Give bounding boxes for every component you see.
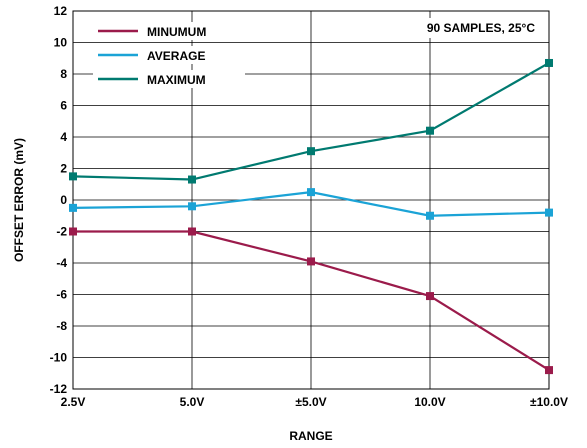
x-tick-label: 10.0V	[414, 395, 445, 409]
chart-annotation: 90 SAMPLES, 25°C	[427, 21, 536, 35]
data-point-average	[69, 203, 77, 212]
data-point-maximum	[426, 126, 434, 135]
legend-label-average: AVERAGE	[147, 49, 205, 63]
annotation-background	[420, 18, 542, 38]
legend-item-minumum: MINUMUM	[93, 22, 245, 40]
data-point-average	[188, 202, 196, 211]
legend-label-maximum: MAXIMUM	[147, 73, 206, 87]
y-axis-title: OFFSET ERROR (mV)	[12, 138, 26, 262]
y-tick-label: -4	[56, 256, 67, 270]
legend-item-background	[93, 22, 245, 40]
y-tick-label: -6	[56, 288, 67, 302]
y-tick-label: 0	[60, 193, 67, 207]
x-tick-label: ±5.0V	[295, 395, 326, 409]
y-tick-label: 4	[60, 130, 67, 144]
series-maximum	[69, 58, 553, 184]
series-average	[69, 188, 553, 220]
legend-item-average: AVERAGE	[93, 46, 245, 64]
y-tick-label: -8	[56, 319, 67, 333]
grid	[72, 10, 550, 390]
data-point-minumum	[426, 292, 434, 301]
series-layer	[69, 58, 553, 375]
y-tick-label: 2	[60, 162, 67, 176]
y-tick-label: 6	[60, 99, 67, 113]
data-point-minumum	[307, 257, 315, 266]
y-tick-label: -10	[50, 351, 68, 365]
y-tick-label: -2	[56, 225, 67, 239]
x-axis-ticks: 2.5V 5.0V ±5.0V 10.0V ±10.0V	[61, 395, 568, 409]
data-point-maximum	[545, 58, 553, 67]
data-point-average	[307, 188, 315, 197]
y-axis-ticks: 12 10 8 6 4 2 0 -2 -4 -6 -8 -10 -12	[50, 4, 68, 396]
data-point-minumum	[69, 227, 77, 236]
plot-frame	[72, 10, 550, 390]
y-tick-label: -12	[50, 382, 68, 396]
y-tick-label: 10	[54, 36, 68, 50]
x-tick-label: 5.0V	[180, 395, 205, 409]
legend-item-maximum: MAXIMUM	[93, 70, 245, 88]
data-point-maximum	[69, 172, 77, 181]
data-point-average	[426, 211, 434, 220]
data-point-average	[545, 208, 553, 217]
data-point-maximum	[307, 147, 315, 156]
x-tick-label: 2.5V	[61, 395, 86, 409]
legend: MINUMUM AVERAGE MAXIMUM	[93, 22, 245, 88]
y-tick-label: 12	[54, 4, 68, 18]
data-point-maximum	[188, 175, 196, 184]
x-tick-label: ±10.0V	[530, 395, 568, 409]
legend-item-background	[93, 46, 245, 64]
x-axis-title: RANGE	[289, 429, 332, 443]
data-point-minumum	[545, 366, 553, 375]
series-minumum	[69, 227, 553, 375]
data-point-minumum	[188, 227, 196, 236]
legend-label-minumum: MINUMUM	[147, 25, 206, 39]
y-tick-label: 8	[60, 67, 67, 81]
legend-item-background	[93, 70, 245, 88]
